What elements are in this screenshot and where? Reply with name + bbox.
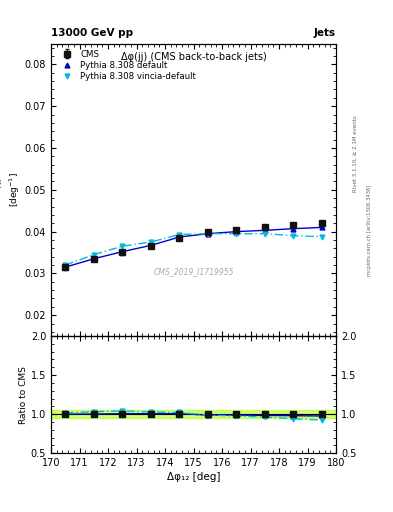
Text: Rivet 3.1.10, ≥ 2.1M events: Rivet 3.1.10, ≥ 2.1M events [353,115,358,192]
Pythia 8.308 vincia-default [149,239,153,245]
Text: 13000 GeV pp: 13000 GeV pp [51,28,133,38]
Line: Pythia 8.308 vincia-default: Pythia 8.308 vincia-default [63,231,324,267]
Pythia 8.308 default [206,230,210,237]
Legend: CMS, Pythia 8.308 default, Pythia 8.308 vincia-default: CMS, Pythia 8.308 default, Pythia 8.308 … [55,48,198,82]
Pythia 8.308 default [234,228,239,234]
Text: CMS_2019_I1719955: CMS_2019_I1719955 [153,267,234,276]
Pythia 8.308 vincia-default [63,262,68,268]
Y-axis label: $\frac{1}{\sigma}\frac{d\sigma}{d\Delta\phi_{12}}$
[deg$^{-1}$]: $\frac{1}{\sigma}\frac{d\sigma}{d\Delta\… [0,173,22,207]
X-axis label: Δφ₁₂ [deg]: Δφ₁₂ [deg] [167,472,220,482]
Pythia 8.308 default [320,224,324,230]
Text: mcplots.cern.ch [arXiv:1306.3436]: mcplots.cern.ch [arXiv:1306.3436] [367,185,372,276]
Pythia 8.308 vincia-default [177,231,182,238]
Pythia 8.308 vincia-default [120,243,125,249]
Pythia 8.308 default [149,242,153,248]
Text: Jets: Jets [314,28,336,38]
Pythia 8.308 default [177,234,182,240]
Pythia 8.308 vincia-default [263,230,267,237]
Text: Δφ(jj) (CMS back-to-back jets): Δφ(jj) (CMS back-to-back jets) [121,52,266,62]
Pythia 8.308 vincia-default [206,230,210,237]
Pythia 8.308 vincia-default [320,233,324,240]
Pythia 8.308 vincia-default [234,230,239,237]
Pythia 8.308 default [120,249,125,255]
Pythia 8.308 default [291,226,296,232]
Line: Pythia 8.308 default: Pythia 8.308 default [63,225,324,269]
Pythia 8.308 vincia-default [92,251,96,258]
Pythia 8.308 default [92,255,96,262]
Y-axis label: Ratio to CMS: Ratio to CMS [19,366,28,423]
Pythia 8.308 vincia-default [291,233,296,239]
Pythia 8.308 default [63,264,68,270]
Bar [51,410,336,418]
Pythia 8.308 default [263,227,267,233]
